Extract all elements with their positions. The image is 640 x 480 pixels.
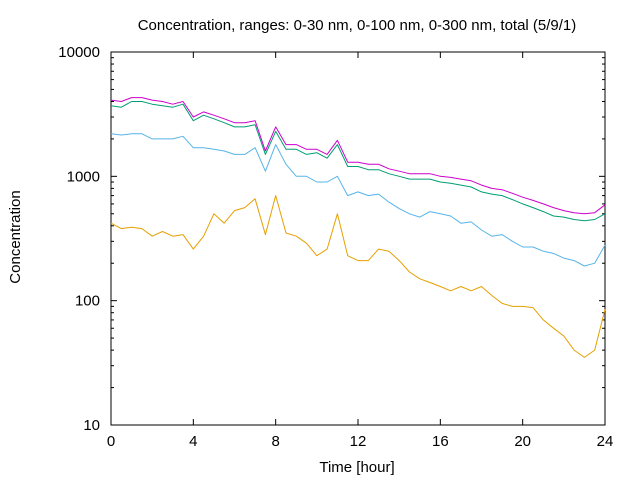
series-group [110, 97, 606, 358]
series-line-4 [110, 97, 606, 215]
y-tick-label: 10000 [58, 44, 100, 61]
y-axis-label: Concentration [7, 190, 24, 283]
x-tick-label: 8 [271, 433, 279, 450]
x-tick-label: 16 [432, 433, 449, 450]
plot-area: 0 4 8 12 16 20 24 10 100 1000 10000 [58, 44, 613, 450]
y-tick-label: 100 [75, 293, 100, 310]
series-line-1 [110, 195, 606, 358]
y-tick-label: 1000 [67, 168, 100, 185]
x-tick-label: 4 [189, 433, 197, 450]
series-line-2 [110, 133, 606, 267]
x-tick-label: 20 [514, 433, 531, 450]
x-tick-label: 24 [597, 433, 614, 450]
axis-ticks: 0 4 8 12 16 20 24 10 100 1000 10000 [58, 44, 613, 450]
x-tick-label: 0 [107, 433, 115, 450]
x-axis-label: Time [hour] [319, 459, 394, 476]
series-line-3 [110, 101, 606, 222]
chart-title: Concentration, ranges: 0-30 nm, 0-100 nm… [138, 17, 577, 34]
x-tick-label: 12 [350, 433, 367, 450]
y-tick-label: 10 [83, 417, 100, 434]
